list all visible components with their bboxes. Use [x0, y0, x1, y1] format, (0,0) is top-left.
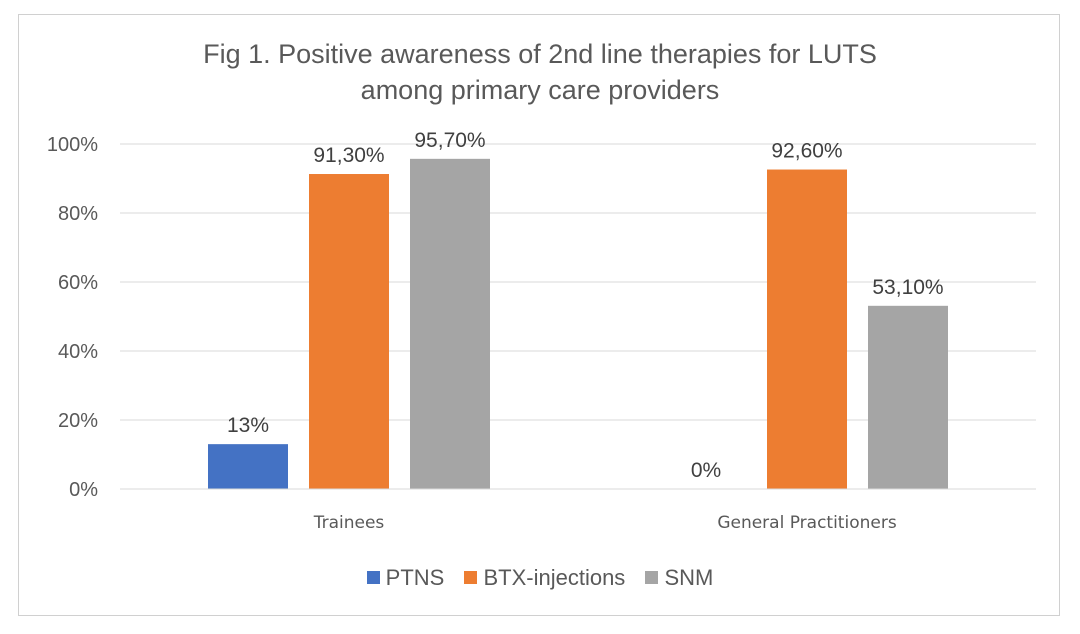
legend: PTNS BTX-injections SNM: [0, 563, 1080, 591]
legend-label-btx: BTX-injections: [483, 564, 626, 590]
x-tick-label: Trainees: [313, 513, 385, 533]
y-tick-label: 80%: [58, 203, 98, 225]
legend-swatch-btx: [464, 571, 478, 585]
legend-item-snm: SNM: [645, 564, 713, 591]
chart-title: Fig 1. Positive awareness of 2nd line th…: [0, 36, 1080, 108]
data-label: 53,10%: [872, 276, 943, 299]
x-tick-label: General Practitioners: [717, 513, 897, 533]
y-tick-label: 60%: [58, 272, 98, 294]
data-label: 91,30%: [313, 144, 384, 167]
y-tick-label: 20%: [58, 410, 98, 432]
legend-swatch-snm: [645, 571, 659, 585]
chart-title-line-2: among primary care providers: [360, 75, 720, 105]
data-label: 92,60%: [771, 140, 842, 163]
bar: [208, 444, 288, 489]
data-label: 13%: [227, 414, 269, 437]
legend-label-snm: SNM: [664, 564, 714, 590]
bar: [868, 305, 948, 489]
bar: [309, 174, 389, 489]
chart-title-line-1: Fig 1. Positive awareness of 2nd line th…: [203, 39, 877, 69]
legend-label-ptns: PTNS: [385, 564, 445, 590]
legend-item-btx: BTX-injections: [464, 564, 625, 591]
legend-item-ptns: PTNS: [366, 564, 445, 591]
legend-swatch-ptns: [366, 571, 380, 585]
y-tick-label: 40%: [58, 341, 98, 363]
bar: [767, 169, 847, 489]
y-tick-label: 100%: [47, 134, 98, 156]
data-label: 0%: [691, 459, 721, 482]
y-tick-label: 0%: [69, 479, 98, 501]
data-label: 95,70%: [414, 129, 485, 152]
bar: [410, 158, 490, 489]
